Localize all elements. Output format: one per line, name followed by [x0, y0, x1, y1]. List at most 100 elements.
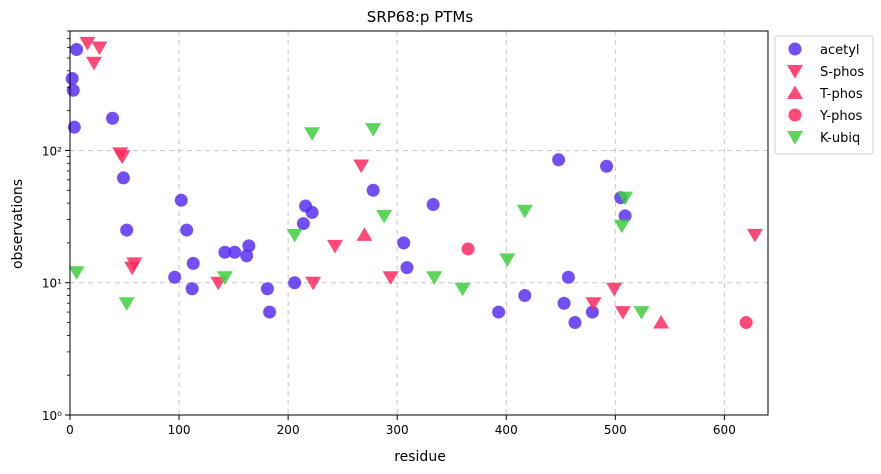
grid-lines — [70, 31, 768, 415]
data-point — [118, 297, 135, 311]
legend-label: S-phos — [820, 65, 864, 80]
data-point — [426, 271, 443, 285]
data-point — [116, 171, 130, 185]
x-tick-label: 300 — [386, 423, 409, 437]
data-point — [461, 242, 475, 256]
data-point — [585, 297, 602, 311]
data-point — [454, 282, 471, 297]
data-point — [557, 296, 571, 310]
data-point — [633, 306, 650, 320]
data-point — [382, 271, 399, 285]
data-point — [168, 270, 182, 284]
y-tick-label: 10² — [42, 144, 62, 158]
y-axis-label: observations — [10, 179, 26, 269]
data-point — [68, 266, 85, 280]
data-point — [185, 282, 199, 296]
data-point — [606, 282, 623, 297]
data-point — [653, 314, 670, 329]
legend-marker — [788, 108, 802, 122]
x-tick-label: 500 — [604, 423, 627, 437]
series-k-ubiq — [68, 123, 650, 320]
legend-marker — [787, 85, 803, 99]
data-point — [114, 150, 131, 165]
legend-label: K-ubiq — [820, 131, 860, 146]
data-point — [518, 289, 532, 303]
data-points — [65, 36, 763, 330]
chart-title: SRP68:p PTMs — [367, 8, 474, 26]
x-tick-label: 100 — [168, 423, 191, 437]
data-point — [66, 83, 80, 97]
data-point — [618, 209, 632, 223]
data-point — [376, 209, 393, 224]
data-point — [126, 257, 143, 271]
data-point — [568, 316, 582, 330]
data-point — [585, 305, 599, 319]
data-point — [286, 228, 303, 243]
legend-label: T-phos — [819, 87, 863, 102]
data-point — [186, 256, 200, 270]
data-point — [366, 183, 380, 197]
data-point — [70, 42, 84, 56]
data-point — [400, 261, 414, 275]
legend-marker — [787, 131, 803, 145]
series-t-phos — [356, 227, 670, 329]
data-point — [552, 153, 566, 167]
y-tick-label: 10¹ — [42, 277, 62, 291]
data-point — [304, 127, 321, 141]
data-point — [746, 228, 763, 243]
data-point — [218, 245, 232, 259]
data-point — [228, 245, 242, 259]
data-point — [65, 71, 79, 85]
data-point — [263, 305, 277, 319]
x-tick-label: 600 — [713, 423, 736, 437]
data-point — [260, 282, 274, 296]
series-y-phos — [461, 242, 753, 330]
x-tick-label: 200 — [277, 423, 300, 437]
data-point — [240, 249, 254, 263]
data-point — [499, 253, 516, 268]
data-point — [617, 191, 634, 206]
data-point — [327, 239, 344, 254]
data-point — [242, 239, 256, 253]
legend-label: acetyl — [820, 43, 860, 58]
data-point — [561, 270, 575, 284]
y-tick-label: 10⁰ — [42, 409, 62, 423]
x-tick-label: 400 — [495, 423, 518, 437]
data-point — [356, 227, 373, 241]
series-acetyl — [65, 42, 632, 330]
data-point — [305, 276, 322, 291]
data-point — [296, 217, 310, 231]
data-point — [216, 271, 233, 285]
x-axis-ticks: 0 100 200 300 400 500 600 — [66, 415, 736, 437]
legend-marker — [788, 42, 802, 56]
data-point — [397, 236, 411, 250]
data-point — [426, 198, 440, 212]
data-point — [739, 316, 753, 330]
data-point — [365, 123, 382, 137]
legend-label: Y-phos — [819, 109, 863, 124]
y-axis-ticks: 10⁰ 10¹ 10² — [42, 30, 70, 423]
data-point — [614, 306, 631, 320]
data-point — [305, 205, 319, 219]
data-point — [600, 159, 614, 173]
legend: acetyl S-phos T-phos Y-phos K-ubiq — [774, 35, 874, 155]
data-point — [91, 41, 108, 56]
data-point — [288, 276, 302, 290]
x-axis-label: residue — [394, 449, 446, 465]
data-point — [353, 159, 370, 174]
data-point — [120, 223, 134, 237]
data-point — [79, 36, 96, 51]
data-point — [174, 193, 188, 207]
x-tick-label: 0 — [66, 423, 74, 437]
plot-frame — [69, 30, 769, 416]
data-point — [106, 111, 120, 125]
data-point — [613, 219, 630, 234]
data-point — [180, 223, 194, 237]
series-s-phos — [79, 36, 763, 320]
data-point — [492, 305, 506, 319]
data-point — [85, 56, 102, 71]
legend-marker — [787, 65, 803, 79]
data-point — [67, 120, 81, 134]
data-point — [516, 204, 533, 219]
